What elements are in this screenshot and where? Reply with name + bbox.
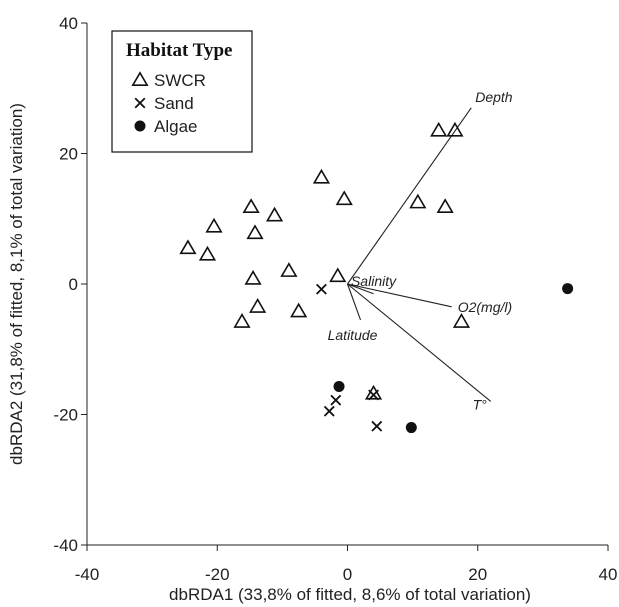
swcr-point (249, 298, 267, 313)
vector-O2(mg/l)-line (347, 283, 452, 308)
legend-title: Habitat Type (126, 40, 232, 61)
legend-marker-swcr (131, 71, 149, 86)
swcr-point (280, 262, 298, 277)
x-tick-label: -40 (75, 565, 100, 584)
vector-Depth-line (347, 107, 472, 285)
legend-marker-algae (134, 120, 146, 132)
vector-label: Salinity (351, 273, 397, 289)
swcr-point (205, 217, 223, 233)
vector-label: O2(mg/l) (458, 299, 512, 315)
algae-point (405, 422, 417, 434)
swcr-point (312, 168, 331, 184)
swcr-point (364, 384, 383, 400)
y-tick-label: 0 (69, 275, 78, 294)
legend-label: SWCR (154, 71, 206, 90)
sand-point (368, 389, 379, 401)
vector-Salinity-line (347, 283, 374, 295)
legend-label: Sand (154, 94, 194, 113)
y-tick-label: -20 (53, 406, 78, 425)
x-tick-label: 0 (343, 565, 352, 584)
swcr-point (246, 224, 264, 240)
sand-point (330, 394, 342, 406)
ticks: -40 -20 0 20 40 -40 -20 0 20 40 (53, 14, 617, 584)
x-tick-label: 40 (599, 565, 618, 584)
swcr-point (409, 193, 427, 209)
swcr-point (265, 206, 284, 222)
sand-point-stroke-b (371, 420, 383, 432)
environment-vectors: Depth Salinity O2(mg/l) Latitude T° (328, 89, 513, 413)
swcr-point (452, 313, 471, 328)
sand-point (316, 283, 327, 295)
swcr-point (329, 267, 347, 283)
vector-label: Depth (475, 89, 513, 105)
swcr-point (335, 190, 353, 206)
sand-point (371, 420, 383, 432)
algae-point (333, 380, 345, 392)
swcr-point (446, 121, 464, 137)
legend-entries: SWCR Sand Algae (131, 71, 206, 136)
y-axis-title: dbRDA2 (31,8% of fitted, 8,1% of total v… (7, 103, 26, 465)
y-tick-label: 20 (59, 145, 78, 164)
vector-T°-line (347, 283, 492, 402)
sand-point-stroke-b (368, 389, 379, 401)
vector-Latitude-line (346, 283, 362, 321)
x-tick-label: 20 (468, 565, 487, 584)
swcr-point (242, 198, 260, 213)
legend: Habitat Type SWCR Sand Algae (111, 30, 253, 153)
algae-point (562, 283, 574, 295)
sand-point-stroke-b (323, 405, 335, 417)
swcr-point (179, 239, 197, 255)
swcr-point (436, 198, 454, 213)
swcr-point (233, 313, 251, 328)
swcr-point (430, 121, 448, 137)
x-tick-label: -20 (205, 565, 230, 584)
sand-point-stroke-b (316, 283, 327, 295)
swcr-point (244, 269, 262, 285)
vector-label: T° (473, 396, 488, 412)
sand-point-stroke-b (330, 394, 342, 406)
legend-marker-sand-stroke-b (134, 97, 146, 109)
swcr-point (198, 245, 217, 261)
vector-label: Latitude (328, 327, 378, 343)
y-tick-label: 40 (59, 14, 78, 33)
y-tick-label: -40 (53, 536, 78, 555)
swcr-point (290, 302, 308, 318)
legend-marker-sand (134, 97, 146, 109)
legend-label: Algae (154, 117, 197, 136)
sand-point (323, 405, 335, 417)
sample-points (179, 121, 574, 434)
legend-box (111, 30, 253, 153)
x-axis-title: dbRDA1 (33,8% of fitted, 8,6% of total v… (169, 585, 531, 604)
